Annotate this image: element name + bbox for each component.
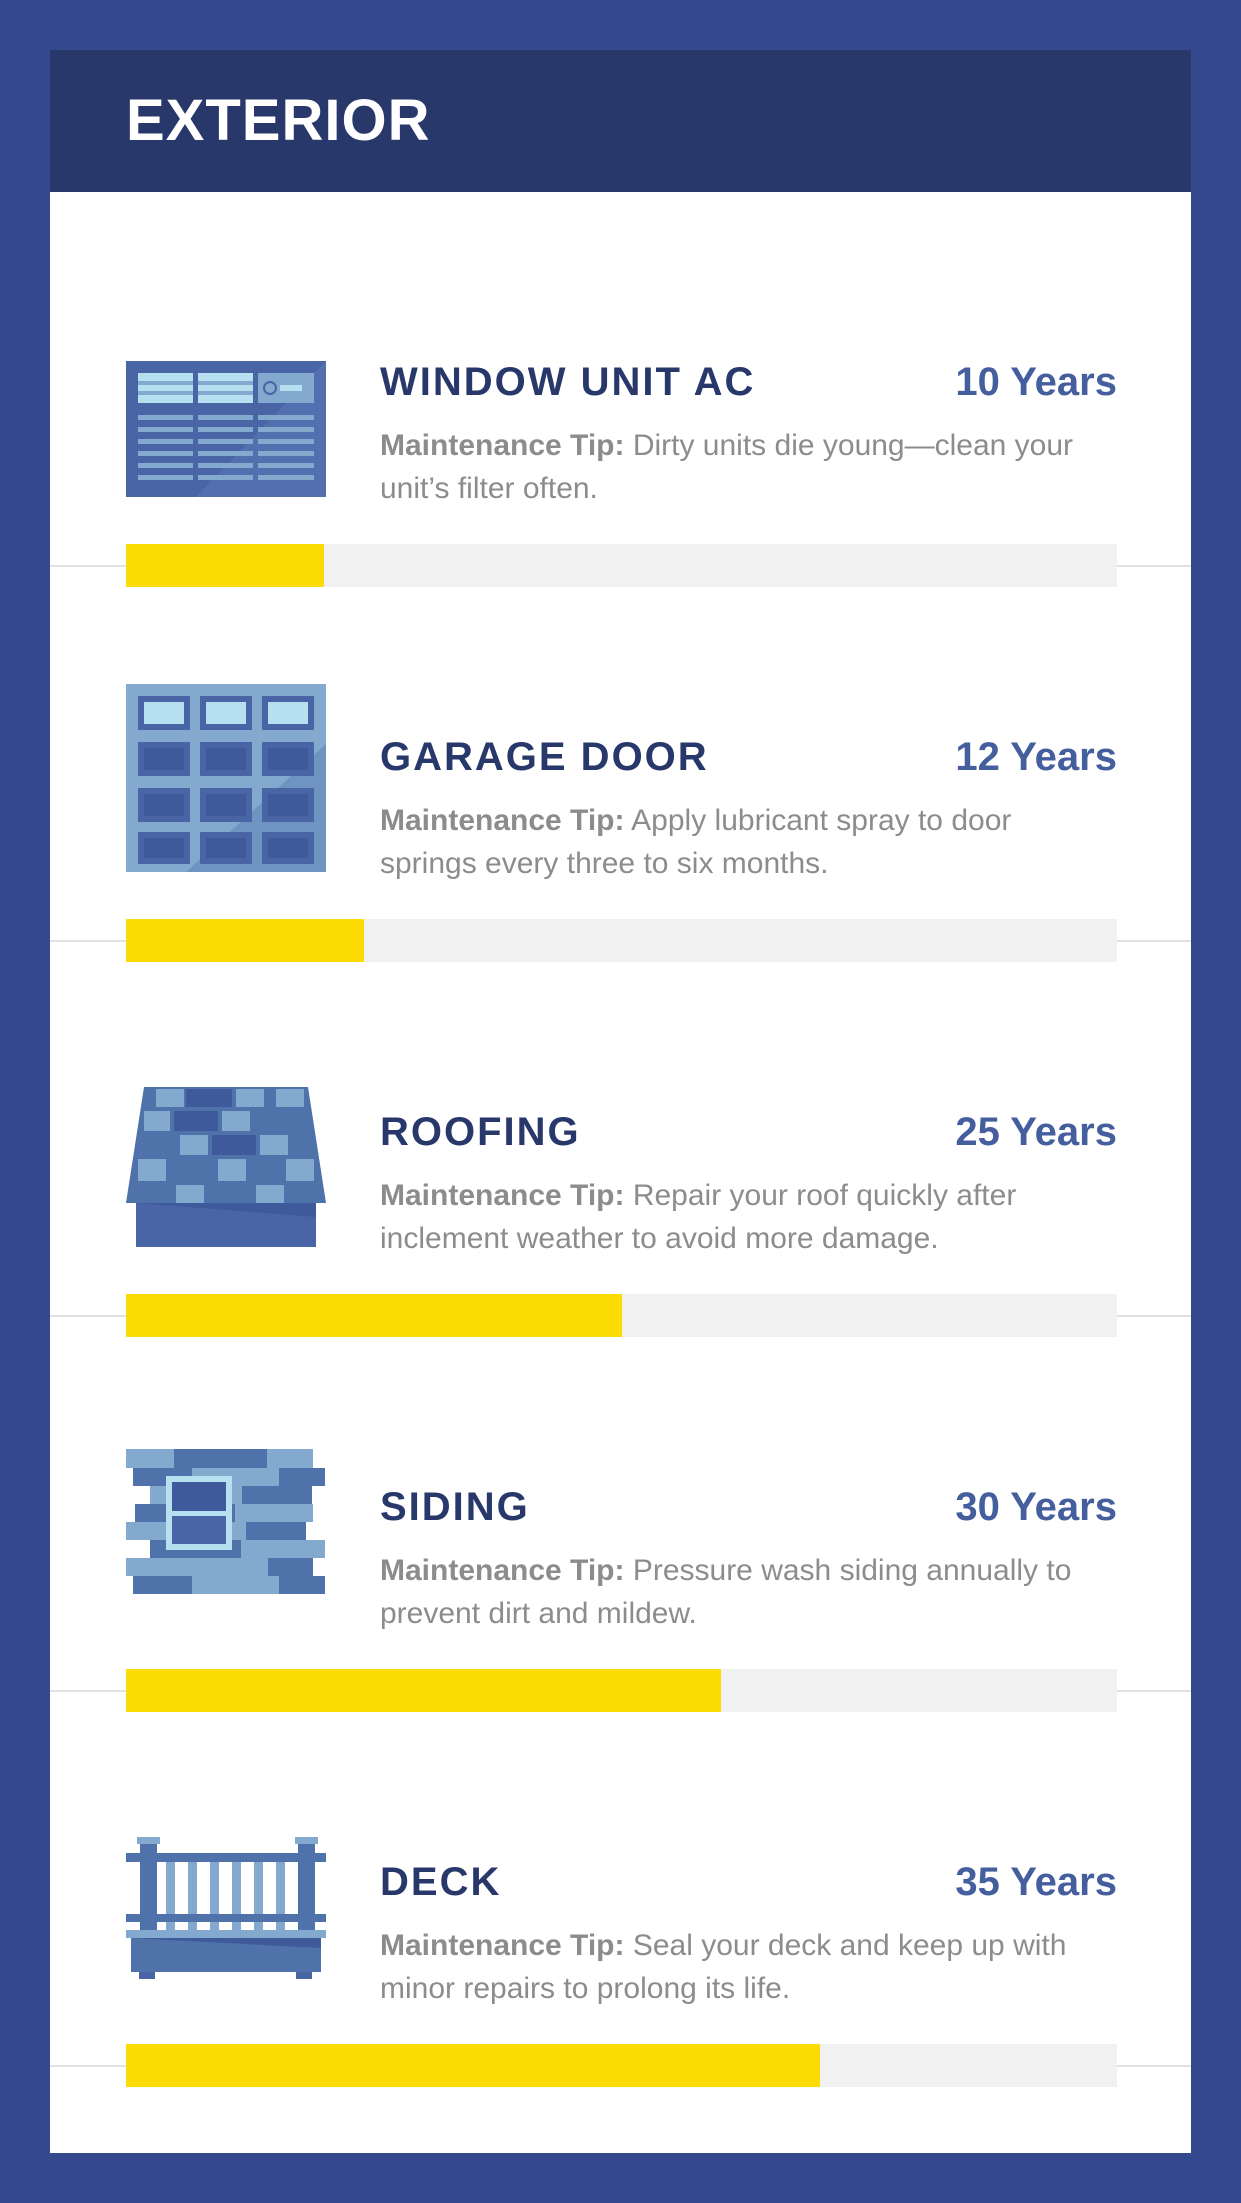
tip-label: Maintenance Tip:	[380, 804, 625, 837]
lifespan-bar-fill	[126, 1669, 721, 1712]
page-title: EXTERIOR	[126, 88, 431, 153]
lifespan-bar-fill	[126, 544, 325, 587]
maintenance-tip: Maintenance Tip: Pressure wash siding an…	[380, 1549, 1100, 1635]
lifespan-bar-fill	[126, 2044, 820, 2087]
item-title: DECK	[380, 1860, 502, 1904]
tip-label: Maintenance Tip:	[380, 1554, 625, 1587]
lifespan-bar	[126, 1669, 1117, 1712]
tip-label: Maintenance Tip:	[380, 429, 625, 462]
lifespan-bar-fill	[126, 1294, 622, 1337]
header: EXTERIOR	[50, 50, 1191, 192]
tip-text: Pressure wash siding annually to prevent…	[380, 1554, 1072, 1630]
garage-door-icon	[126, 684, 326, 872]
lifespan-years: 12 Years	[955, 735, 1117, 779]
lifespan-bar-fill	[126, 919, 364, 962]
lifespan-bar	[126, 1294, 1117, 1337]
list-item-deck: DECK 35 Years Maintenance Tip: Seal your…	[50, 1837, 1191, 2087]
lifespan-years: 25 Years	[955, 1110, 1117, 1154]
tip-text: Dirty units die young—clean your unit’s …	[380, 429, 1074, 505]
list-item-window-unit-ac: WINDOW UNIT AC 10 Years Maintenance Tip:…	[50, 344, 1191, 587]
tip-label: Maintenance Tip:	[380, 1929, 625, 1962]
maintenance-tip: Maintenance Tip: Apply lubricant spray t…	[380, 799, 1100, 885]
list-item-roofing: ROOFING 25 Years Maintenance Tip: Repair…	[50, 1087, 1191, 1337]
maintenance-tip: Maintenance Tip: Dirty units die young—c…	[380, 424, 1100, 510]
roof-icon	[126, 1087, 326, 1247]
lifespan-bar	[126, 544, 1117, 587]
tip-text: Repair your roof quickly after inclement…	[380, 1179, 1017, 1255]
lifespan-years: 10 Years	[955, 360, 1117, 404]
lifespan-bar	[126, 919, 1117, 962]
maintenance-tip: Maintenance Tip: Repair your roof quickl…	[380, 1174, 1100, 1260]
tip-text: Seal your deck and keep up with minor re…	[380, 1929, 1067, 2005]
window-ac-icon	[126, 361, 326, 497]
tip-label: Maintenance Tip:	[380, 1179, 625, 1212]
lifespan-bar	[126, 2044, 1117, 2087]
deck-icon	[126, 1836, 326, 1997]
lifespan-years: 35 Years	[955, 1860, 1117, 1904]
siding-icon	[126, 1449, 326, 1622]
exterior-card: EXTERIOR	[50, 50, 1191, 2153]
lifespan-years: 30 Years	[955, 1485, 1117, 1529]
item-title: GARAGE DOOR	[380, 735, 709, 779]
list-item-garage-door: GARAGE DOOR 12 Years Maintenance Tip: Ap…	[50, 684, 1191, 962]
item-title: WINDOW UNIT AC	[380, 360, 756, 404]
maintenance-tip: Maintenance Tip: Seal your deck and keep…	[380, 1924, 1100, 2010]
tip-text: Apply lubricant spray to door springs ev…	[380, 804, 1012, 880]
list-item-siding: SIDING 30 Years Maintenance Tip: Pressur…	[50, 1449, 1191, 1712]
item-title: SIDING	[380, 1485, 530, 1529]
item-title: ROOFING	[380, 1110, 581, 1154]
